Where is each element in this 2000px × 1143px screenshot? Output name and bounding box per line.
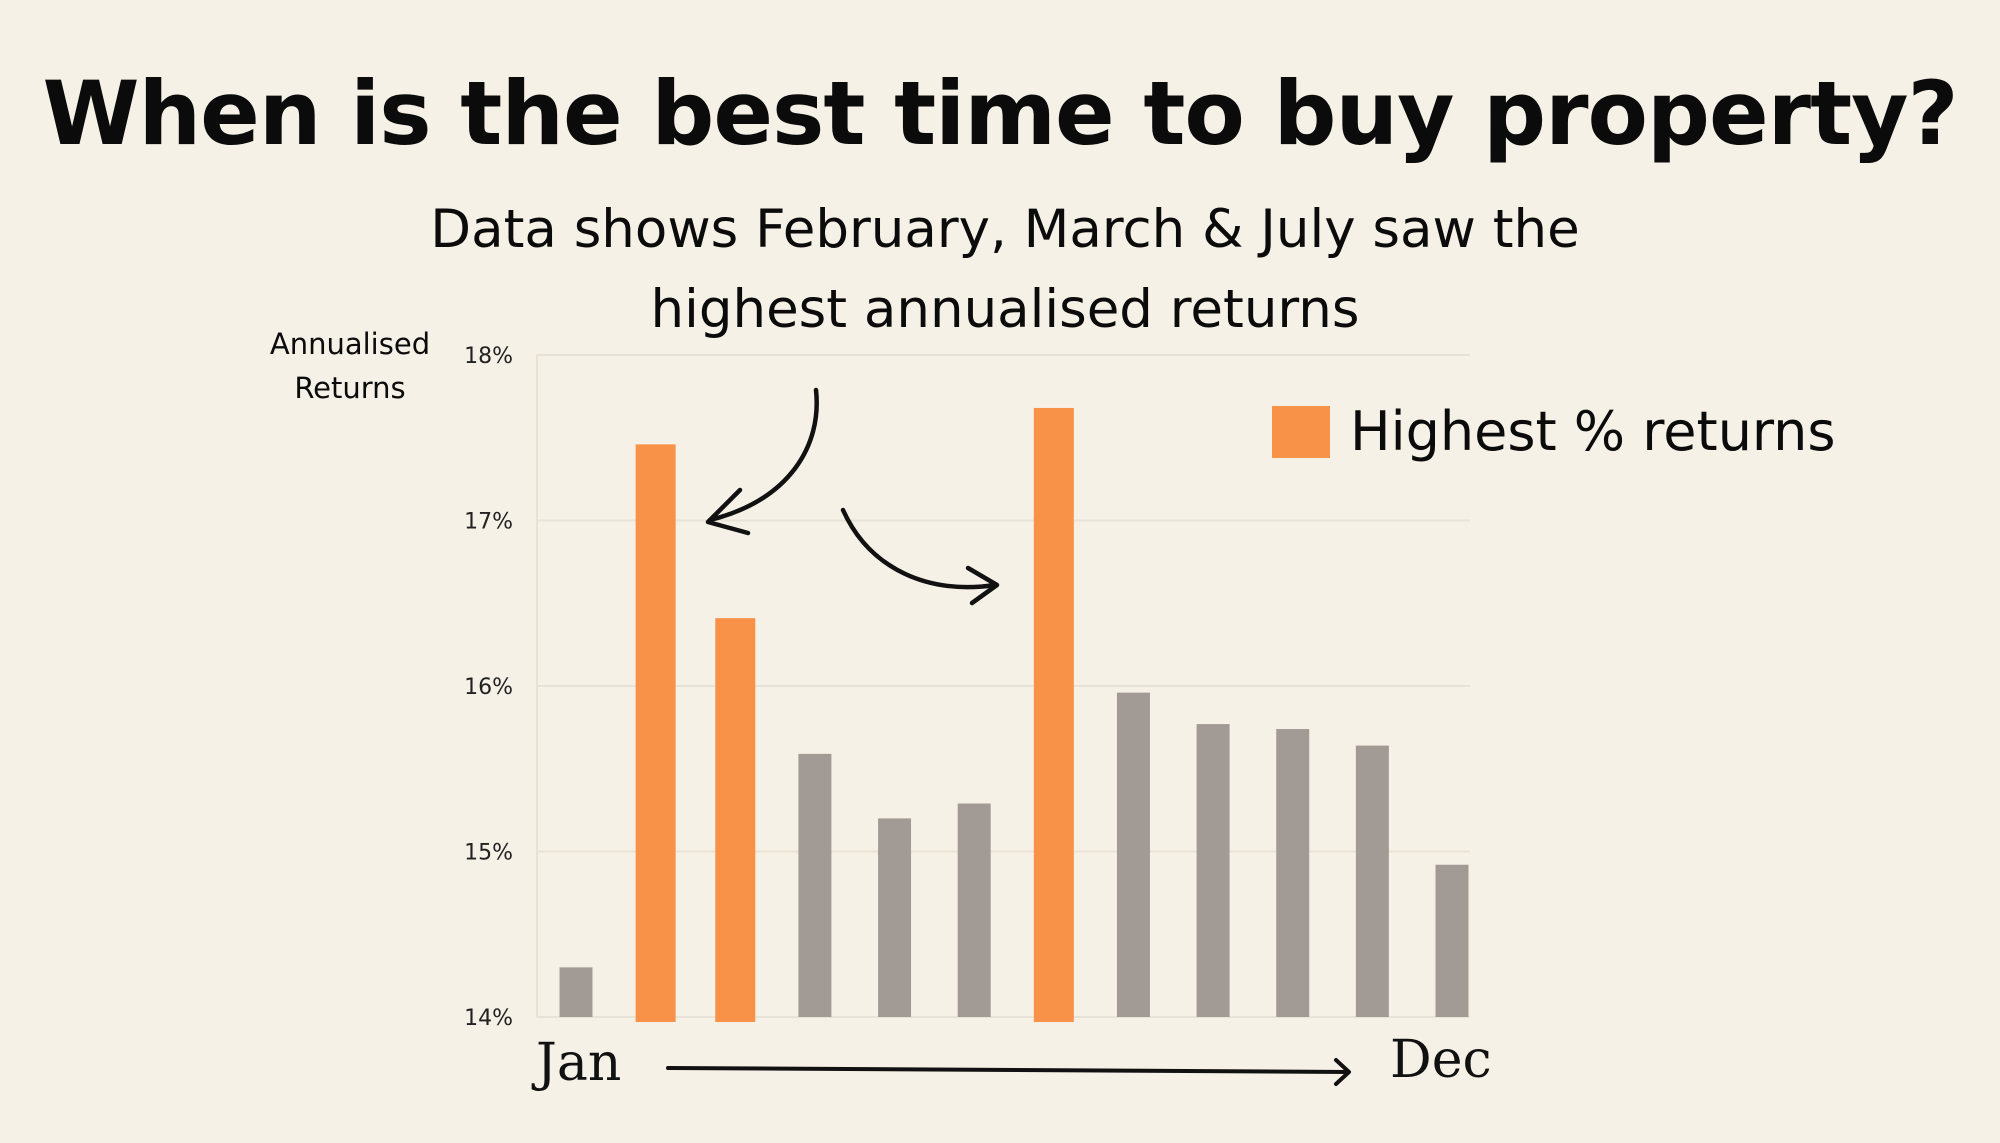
chart-subtitle: Data shows February, March & July saw th…	[400, 190, 1610, 350]
legend-swatch-highlight	[1272, 405, 1330, 458]
bar-feb	[635, 444, 676, 1022]
y-tick-label: 16%	[464, 675, 513, 700]
x-axis-arrow-head	[1334, 1058, 1351, 1086]
annotation-arrow-feb	[707, 387, 819, 523]
bar-sep	[1196, 724, 1230, 1017]
bar-may	[878, 818, 912, 1017]
bar-apr	[798, 753, 832, 1017]
y-axis-ticks: 14% 15% 16% 17% 18%	[464, 344, 513, 1031]
annotation-arrow-jul-head	[965, 565, 1000, 606]
y-axis-label-line-2: Returns	[294, 371, 406, 405]
bar-dec	[1435, 864, 1469, 1017]
subtitle-line-2: highest annualised returns	[650, 279, 1360, 340]
bar-jan	[559, 967, 593, 1017]
subtitle-line-1: Data shows February, March & July saw th…	[430, 199, 1580, 260]
y-tick-label: 14%	[464, 1006, 513, 1031]
grid-lines	[537, 354, 1470, 1018]
y-tick-label: 17%	[464, 510, 513, 535]
annotation-arrow-feb-head	[705, 487, 751, 536]
legend: Highest % returns	[1272, 400, 1836, 463]
x-end-label: Dec	[1390, 1030, 1492, 1090]
y-axis-label-line-1: Annualised	[269, 327, 431, 361]
bars	[559, 407, 1469, 1023]
bar-jul	[1033, 407, 1074, 1023]
chart-title: When is the best time to buy property?	[42, 62, 1958, 165]
x-start-label: Jan	[531, 1033, 621, 1093]
y-tick-label: 18%	[464, 344, 513, 369]
y-axis-label: Annualised Returns	[250, 322, 450, 410]
annotation-arrow-jul	[840, 507, 998, 590]
x-axis-arrow	[666, 1066, 1350, 1074]
bar-nov	[1355, 745, 1389, 1017]
legend-label-highlight: Highest % returns	[1350, 400, 1836, 463]
bar-mar	[715, 618, 756, 1022]
bar-aug	[1116, 692, 1150, 1017]
bar-oct	[1276, 729, 1310, 1017]
bar-jun	[957, 803, 991, 1017]
y-tick-label: 15%	[464, 841, 513, 866]
